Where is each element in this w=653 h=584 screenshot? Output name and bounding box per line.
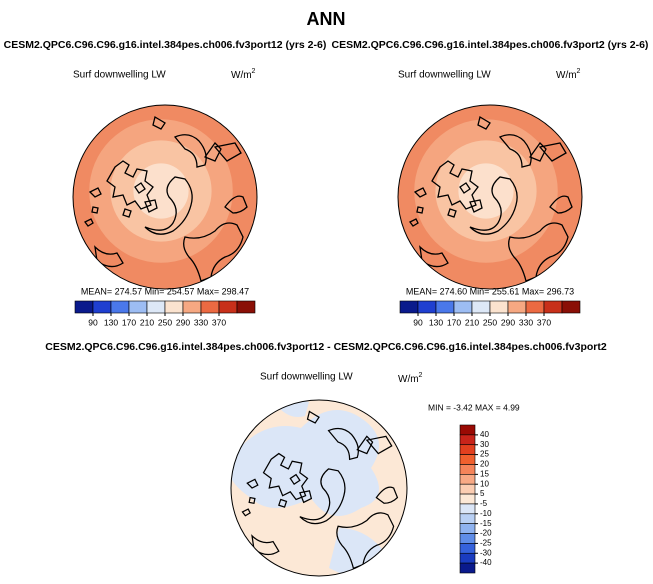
colorbar-tick-label: 90 (88, 317, 98, 327)
units: W/m2 (231, 68, 256, 81)
units-sup: 2 (419, 372, 423, 379)
units-sup: 2 (252, 68, 256, 75)
colorbar-box (417, 300, 437, 314)
polar-map (72, 104, 258, 290)
colorbar-tick-label: 370 (537, 317, 551, 327)
colorbar-tick-label: 170 (122, 317, 136, 327)
colorbar-box (146, 300, 166, 314)
variable-label: Surf downwelling LW (260, 372, 353, 383)
colorbar-box (459, 424, 476, 436)
colorbar-tick-label: -40 (480, 558, 492, 567)
colorbar-tick-label: 210 (140, 317, 154, 327)
units-base: W/m (556, 70, 577, 81)
colorbar-tick-label: 30 (480, 440, 489, 449)
colorbar-box (110, 300, 130, 314)
colorbar-box (459, 474, 476, 485)
colorbar-box (459, 444, 476, 455)
colorbar-box (471, 300, 491, 314)
colorbar-box (459, 543, 476, 554)
colorbar-box (459, 434, 476, 446)
colorbar-tick-label: 330 (519, 317, 533, 327)
map-contour (279, 400, 389, 576)
map-fill (73, 105, 257, 289)
colorbar-box (459, 562, 476, 574)
colorbar-tick-label: 330 (194, 317, 208, 327)
map-border (230, 399, 408, 577)
colorbar-tick-label: 15 (480, 469, 489, 478)
colorbar-box (459, 513, 476, 524)
colorbar-box (543, 300, 563, 314)
colorbar-box (561, 300, 581, 314)
colorbar-tick-label: 10 (480, 479, 489, 488)
polar-map (397, 104, 583, 290)
colorbar-tick-label: 130 (104, 317, 118, 327)
colorbar-tick-label: -5 (480, 499, 488, 508)
colorbar-box (459, 523, 476, 534)
colorbar-tick-label: 90 (413, 317, 423, 327)
units-base: W/m (398, 374, 419, 385)
colorbar-box (164, 300, 184, 314)
colorbar-tick-label: -15 (480, 519, 492, 528)
units: W/m2 (556, 68, 581, 81)
figure-title: ANN (307, 9, 346, 29)
panel-title: CESM2.QPC6.C96.C96.g16.intel.384pes.ch00… (332, 39, 649, 51)
map-border (397, 104, 583, 290)
colorbar-tick-label: 5 (480, 489, 485, 498)
colorbar-box (459, 454, 476, 465)
colorbar-box (459, 493, 476, 505)
colorbar-box (218, 300, 238, 314)
colorbar-tick-label: 25 (480, 450, 489, 459)
colorbar-tick-label: -25 (480, 539, 492, 548)
panel-title: CESM2.QPC6.C96.C96.g16.intel.384pes.ch00… (4, 39, 327, 51)
map-fill (231, 400, 407, 576)
stats: MEAN= 274.60 Min= 255.61 Max= 296.73 (406, 286, 574, 296)
colorbar-box (128, 300, 148, 314)
units-sup: 2 (577, 68, 581, 75)
colorbar-box (459, 503, 476, 515)
colorbar-tick-label: 40 (480, 430, 489, 439)
colorbar-tick-label: -30 (480, 548, 492, 557)
colorbar-tick-label: 290 (176, 317, 190, 327)
map-contour (231, 410, 379, 516)
colorbar-tick-label: 20 (480, 460, 489, 469)
colorbar-tick-label: -20 (480, 529, 492, 538)
panel-title: CESM2.QPC6.C96.C96.g16.intel.384pes.ch00… (45, 341, 607, 353)
colorbar-tick-label: 290 (501, 317, 515, 327)
colorbar-box (525, 300, 545, 314)
stats: MEAN= 274.57 Min= 254.57 Max= 298.47 (81, 286, 249, 296)
colorbar-box (459, 464, 476, 475)
colorbar-box (489, 300, 509, 314)
colorbar-box (182, 300, 202, 314)
colorbar-box (399, 300, 419, 314)
colorbar-tick-label: 370 (212, 317, 226, 327)
variable-label: Surf downwelling LW (73, 70, 166, 81)
colorbar-tick-label: -10 (480, 509, 492, 518)
colorbar-box (74, 300, 94, 314)
colorbar-box (459, 533, 476, 544)
colorbar-tick-label: 250 (158, 317, 172, 327)
colorbar-tick-label: 250 (483, 317, 497, 327)
colorbar-box (459, 483, 476, 495)
colorbar-box (200, 300, 220, 314)
colorbar-box (236, 300, 256, 314)
colorbar-box (92, 300, 112, 314)
map-fill (398, 105, 582, 289)
colorbar-tick-label: 210 (465, 317, 479, 327)
colorbar-box (507, 300, 527, 314)
colorbar-box (435, 300, 455, 314)
colorbar-box (453, 300, 473, 314)
units: W/m2 (398, 372, 423, 385)
map-border (72, 104, 258, 290)
colorbar-tick-label: 170 (447, 317, 461, 327)
colorbar-box (459, 552, 476, 564)
variable-label: Surf downwelling LW (398, 70, 491, 81)
units-base: W/m (231, 70, 252, 81)
stats: MIN = -3.42 MAX = 4.99 (428, 402, 520, 412)
polar-map (230, 399, 408, 577)
colorbar-tick-label: 130 (429, 317, 443, 327)
